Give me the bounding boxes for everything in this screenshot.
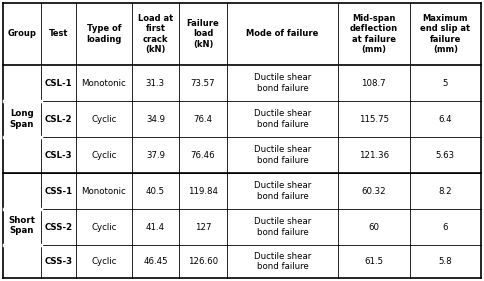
Text: 6: 6 [442,223,448,232]
Text: Group: Group [8,30,36,38]
Text: Long
Span: Long Span [10,109,34,129]
Text: Ductile shear
bond failure: Ductile shear bond failure [254,145,311,165]
Text: 37.9: 37.9 [146,151,165,160]
Text: CSS-3: CSS-3 [45,257,73,266]
Text: Ductile shear
bond failure: Ductile shear bond failure [254,252,311,271]
Text: CSS-1: CSS-1 [45,187,73,196]
Text: 119.84: 119.84 [188,187,218,196]
Text: 34.9: 34.9 [146,114,165,124]
Text: Load at
first
crack
(kN): Load at first crack (kN) [138,14,173,54]
Text: 6.4: 6.4 [439,114,452,124]
Text: 41.4: 41.4 [146,223,165,232]
Text: Monotonic: Monotonic [81,78,126,87]
Text: Monotonic: Monotonic [81,187,126,196]
Text: CSL-3: CSL-3 [45,151,73,160]
Text: Cyclic: Cyclic [91,151,117,160]
Text: 121.36: 121.36 [359,151,389,160]
Text: 46.45: 46.45 [143,257,168,266]
Text: CSL-2: CSL-2 [45,114,73,124]
Text: 76.4: 76.4 [194,114,212,124]
Text: 8.2: 8.2 [439,187,452,196]
Text: 61.5: 61.5 [364,257,383,266]
Text: 108.7: 108.7 [362,78,386,87]
Text: 76.46: 76.46 [191,151,215,160]
Text: Test: Test [49,30,68,38]
Text: Type of
loading: Type of loading [86,24,121,44]
Text: Short
Span: Short Span [9,216,35,235]
Text: Mid-span
deflection
at failure
(mm): Mid-span deflection at failure (mm) [350,14,398,54]
Text: Ductile shear
bond failure: Ductile shear bond failure [254,181,311,201]
Text: Maximum
end slip at
failure
(mm): Maximum end slip at failure (mm) [420,14,470,54]
Text: Failure
load
(kN): Failure load (kN) [187,19,219,49]
Text: Cyclic: Cyclic [91,257,117,266]
Text: Ductile shear
bond failure: Ductile shear bond failure [254,73,311,93]
Text: 60: 60 [368,223,379,232]
Text: 5.8: 5.8 [439,257,452,266]
Text: CSL-1: CSL-1 [45,78,73,87]
Text: Ductile shear
bond failure: Ductile shear bond failure [254,109,311,129]
Text: Ductile shear
bond failure: Ductile shear bond failure [254,217,311,237]
Text: 126.60: 126.60 [188,257,218,266]
Text: 40.5: 40.5 [146,187,165,196]
Text: 115.75: 115.75 [359,114,389,124]
Text: Cyclic: Cyclic [91,223,117,232]
Text: 31.3: 31.3 [146,78,165,87]
Text: 73.57: 73.57 [191,78,215,87]
Text: 5: 5 [442,78,448,87]
Text: CSS-2: CSS-2 [45,223,73,232]
Text: 5.63: 5.63 [436,151,455,160]
Text: Mode of failure: Mode of failure [246,30,318,38]
Text: 127: 127 [195,223,212,232]
Text: Cyclic: Cyclic [91,114,117,124]
Text: 60.32: 60.32 [362,187,386,196]
